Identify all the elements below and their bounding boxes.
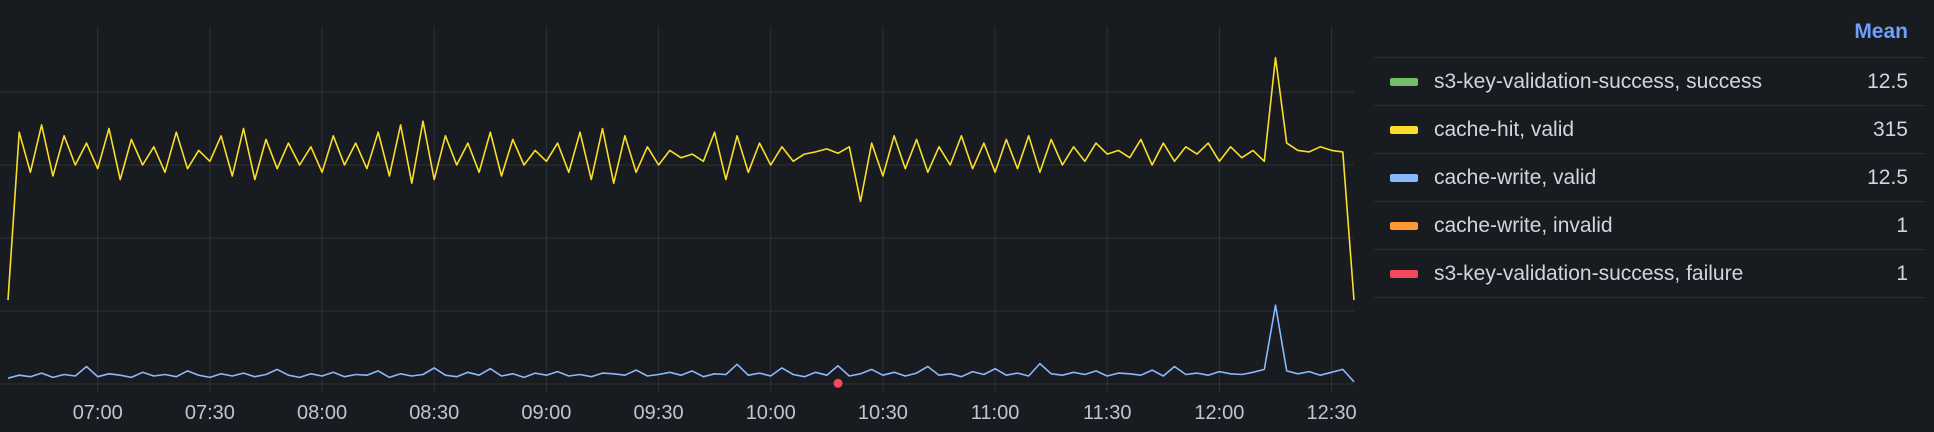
legend-label: s3-key-validation-success, success — [1434, 69, 1762, 93]
series-lines — [7, 56, 1355, 388]
series-color-swatch — [1390, 77, 1418, 86]
legend-header: Mean — [1374, 0, 1925, 57]
x-tick-label: 11:30 — [1083, 402, 1132, 424]
legend-label: s3-key-validation-success, failure — [1434, 261, 1744, 285]
legend: Mean s3-key-validation-success, success 1… — [1374, 0, 1925, 298]
x-tick-label: 11:00 — [971, 402, 1020, 424]
x-tick-label: 10:00 — [746, 402, 796, 424]
legend-mean-value: 315 — [1872, 117, 1908, 141]
legend-label: cache-hit, valid — [1434, 117, 1575, 141]
x-tick-label: 10:30 — [858, 402, 908, 424]
series-point-4 — [833, 378, 843, 388]
legend-item[interactable]: cache-write, valid 12.5 — [1374, 153, 1925, 201]
legend-item[interactable]: cache-write, invalid 1 — [1374, 201, 1925, 249]
legend-label: cache-write, invalid — [1434, 213, 1613, 237]
time-series-chart[interactable]: 07:00 07:30 08:00 08:30 09:00 09:30 10:00 10:30… — [0, 0, 1360, 432]
legend-label: cache-write, valid — [1434, 165, 1597, 189]
x-axis: 07:00 07:30 08:00 08:30 09:00 09:30 10:00 10:30… — [73, 402, 1357, 424]
legend-mean-value: 1 — [1896, 213, 1908, 237]
x-tick-label: 12:00 — [1194, 402, 1244, 424]
legend-item[interactable]: cache-hit, valid 315 — [1374, 105, 1925, 153]
grid — [0, 26, 1354, 392]
x-tick-label: 09:00 — [521, 402, 571, 424]
legend-mean-value: 12.5 — [1867, 165, 1908, 189]
x-tick-label: 08:00 — [297, 402, 347, 424]
series-color-swatch — [1390, 269, 1418, 278]
x-tick-label: 09:30 — [634, 402, 684, 424]
legend-sort-mean[interactable]: Mean — [1854, 20, 1908, 43]
series-color-swatch — [1390, 173, 1418, 182]
legend-item[interactable]: s3-key-validation-success, failure 1 — [1374, 249, 1925, 298]
legend-item[interactable]: s3-key-validation-success, success 12.5 — [1374, 57, 1925, 105]
legend-mean-value: 1 — [1896, 261, 1908, 285]
series-color-swatch — [1390, 221, 1418, 230]
x-tick-label: 07:30 — [185, 402, 235, 424]
series-line-1 — [7, 56, 1355, 301]
series-color-swatch — [1390, 125, 1418, 134]
legend-mean-value: 12.5 — [1867, 69, 1908, 93]
series-line-2 — [7, 304, 1355, 383]
x-tick-label: 08:30 — [409, 402, 459, 424]
x-tick-label: 07:00 — [73, 402, 123, 424]
x-tick-label: 12:30 — [1307, 402, 1357, 424]
